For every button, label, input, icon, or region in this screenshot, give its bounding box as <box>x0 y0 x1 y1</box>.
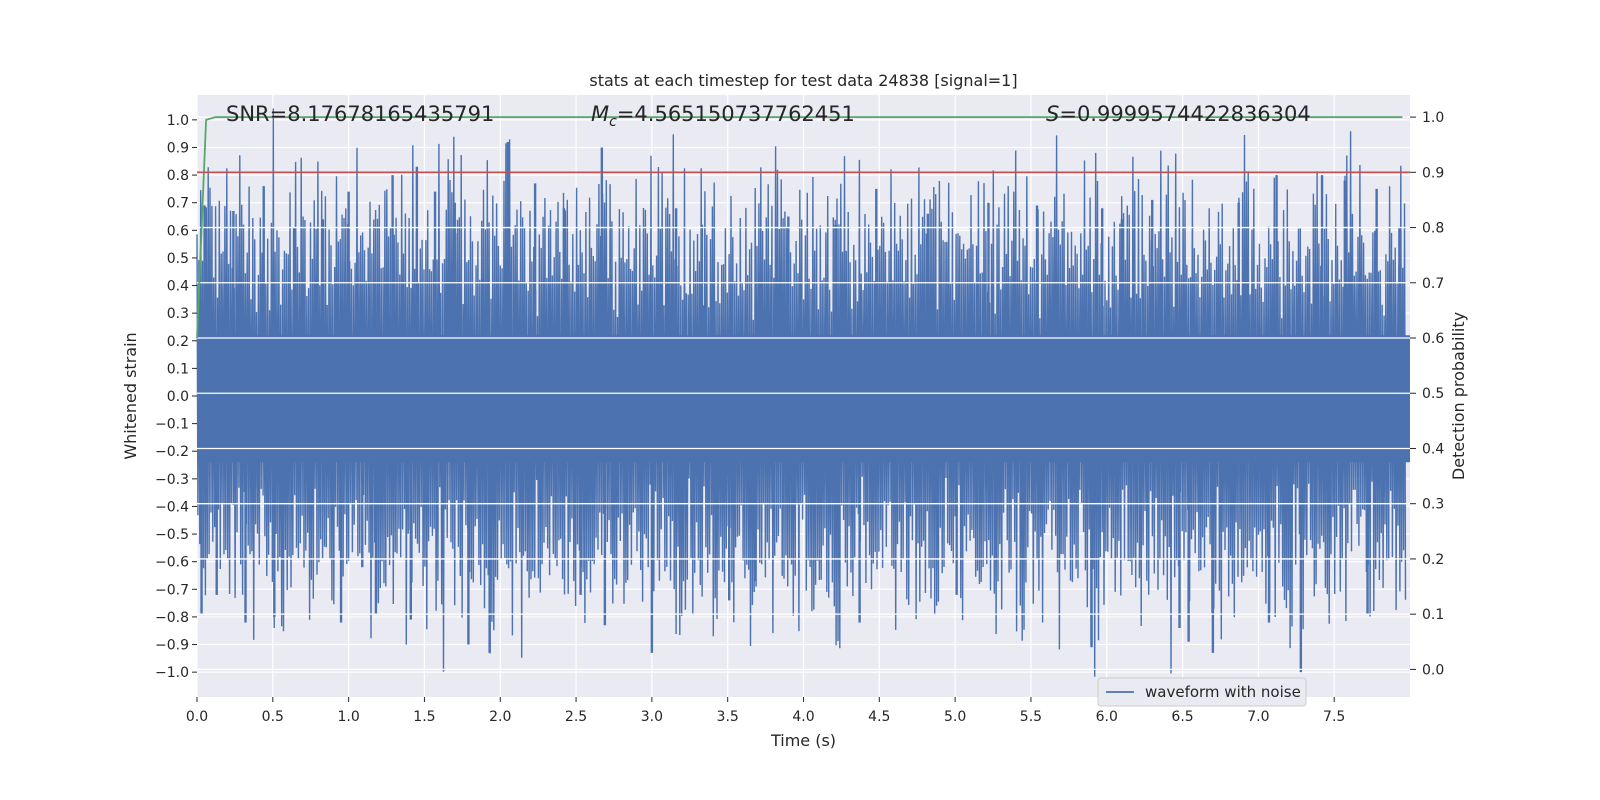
y2-tick-label: 0.3 <box>1422 497 1444 513</box>
y-tick-label: −1.0 <box>155 665 189 681</box>
legend: waveform with noise <box>1097 677 1307 707</box>
y-tick-label: 1.0 <box>167 113 189 129</box>
legend-box <box>1097 677 1307 707</box>
x-tick-labels: 0.0 0.5 1.0 1.5 2.0 2.5 3.0 3.5 4.0 4.5 5.0 5.5 6.0 6… <box>186 697 1345 725</box>
x-tick-label: 0.5 <box>262 709 284 725</box>
y-tick-label: −0.6 <box>155 555 189 571</box>
y-tick-label: −0.5 <box>155 527 189 543</box>
chirp-mass-value: =4.565150737762451 <box>617 102 855 126</box>
detection-probability-line <box>196 116 1403 339</box>
x-tick-label: 0.0 <box>186 709 208 725</box>
y-tick-label: −0.4 <box>155 499 189 515</box>
x-axis-label: Time (s) <box>770 731 836 750</box>
y-tick-label: −0.9 <box>155 638 189 654</box>
chart-title: stats at each timestep for test data 248… <box>589 71 1017 90</box>
chirp-mass-subscript: c <box>609 114 617 130</box>
snr-annotation: SNR=8.17678165435791 <box>226 102 494 126</box>
y2-tick-label: 1.0 <box>1422 110 1444 126</box>
y2-tick-label: 0.7 <box>1422 276 1444 292</box>
chirp-mass-symbol: M <box>591 102 609 126</box>
x-tick-label: 7.5 <box>1323 709 1345 725</box>
y2-tick-label: 0.9 <box>1422 165 1444 181</box>
x-tick-label: 4.0 <box>792 709 814 725</box>
y-tick-label: −0.1 <box>155 417 189 433</box>
x-tick-label: 6.5 <box>1171 709 1193 725</box>
y2-axis-label: Detection probability <box>1449 312 1468 480</box>
y-tick-label: −0.8 <box>155 610 189 626</box>
y-tick-label: 0.2 <box>167 334 189 350</box>
s-value: =0.9999574422836304 <box>1059 102 1310 126</box>
x-tick-label: 1.5 <box>413 709 435 725</box>
y-tick-label: −0.7 <box>155 582 189 598</box>
x-tick-label: 3.0 <box>641 709 663 725</box>
x-tick-label: 2.5 <box>565 709 587 725</box>
y2-tick-label: 0.5 <box>1422 386 1444 402</box>
y2-tick-label: 0.1 <box>1422 607 1444 623</box>
y2-tick-label: 0.0 <box>1422 662 1444 678</box>
y-axis-label: Whitened strain <box>121 332 140 459</box>
y-tick-label: 0.0 <box>167 389 189 405</box>
y-tick-label: 0.7 <box>167 196 189 212</box>
y-tick-label: 0.1 <box>167 361 189 377</box>
legend-label-waveform: waveform with noise <box>1145 683 1301 701</box>
x-tick-label: 6.0 <box>1096 709 1118 725</box>
y-tick-label: 0.6 <box>167 223 189 239</box>
waveform-series <box>196 108 1410 677</box>
x-tick-label: 3.5 <box>717 709 739 725</box>
y-tick-label: 0.8 <box>167 168 189 184</box>
x-tick-label: 7.0 <box>1247 709 1269 725</box>
s-symbol: S <box>1046 102 1059 126</box>
y-tick-label: 0.9 <box>167 140 189 156</box>
s-annotation: S=0.9999574422836304 <box>1046 102 1311 126</box>
x-tick-label: 4.5 <box>868 709 890 725</box>
y2-tick-label: 0.4 <box>1422 441 1444 457</box>
x-tick-label: 1.0 <box>337 709 359 725</box>
y-tick-label: −0.3 <box>155 472 189 488</box>
y-tick-label: 0.5 <box>167 251 189 267</box>
y2-tick-labels: 1.0 0.9 0.8 0.7 0.6 0.5 0.4 0.3 0.2 0.1 0.0 <box>1410 110 1444 678</box>
y-tick-label: 0.3 <box>167 306 189 322</box>
x-tick-label: 5.0 <box>944 709 966 725</box>
y-tick-label: 0.4 <box>167 279 189 295</box>
y2-tick-label: 0.8 <box>1422 221 1444 237</box>
y2-tick-label: 0.6 <box>1422 331 1444 347</box>
y2-tick-label: 0.2 <box>1422 552 1444 568</box>
x-tick-label: 2.0 <box>489 709 511 725</box>
y-tick-labels: 1.0 0.9 0.8 0.7 0.6 0.5 0.4 0.3 0.2 0.1 0.0 −0.1 −0.… <box>155 113 197 681</box>
chirp-mass-annotation: Mc=4.565150737762451 <box>591 102 855 130</box>
waveform-core <box>197 335 1410 463</box>
x-tick-label: 5.5 <box>1020 709 1042 725</box>
y-tick-label: −0.2 <box>155 444 189 460</box>
